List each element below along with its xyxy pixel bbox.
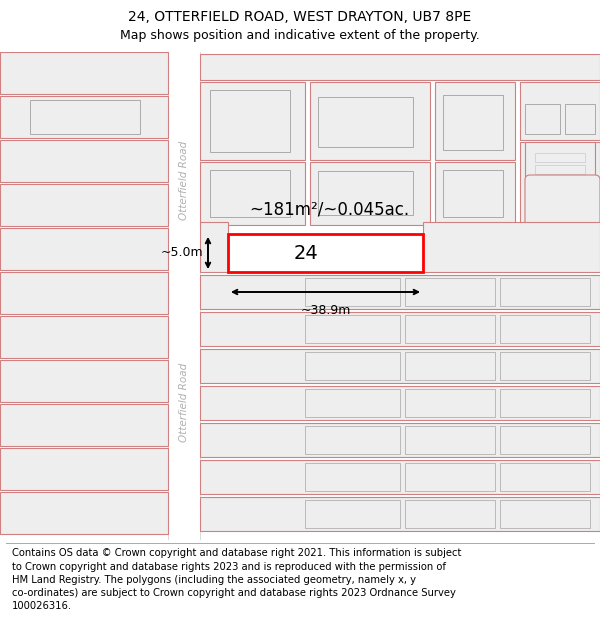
Text: Map shows position and indicative extent of the property.: Map shows position and indicative extent… bbox=[120, 29, 480, 42]
Bar bbox=[0, 360, 168, 402]
Bar bbox=[200, 312, 600, 346]
Bar bbox=[0, 404, 168, 446]
Bar bbox=[0, 272, 168, 314]
Bar bbox=[500, 315, 590, 343]
Bar bbox=[500, 352, 590, 380]
Bar bbox=[535, 201, 585, 210]
Text: ~181m²/~0.045ac.: ~181m²/~0.045ac. bbox=[250, 200, 409, 218]
Bar bbox=[200, 275, 600, 309]
Bar bbox=[405, 500, 495, 528]
Text: 24: 24 bbox=[293, 244, 319, 263]
Bar bbox=[565, 104, 595, 134]
Bar bbox=[200, 222, 228, 272]
Bar bbox=[405, 315, 495, 343]
Bar bbox=[535, 213, 585, 222]
Bar bbox=[520, 82, 600, 140]
Bar bbox=[535, 165, 585, 174]
Bar bbox=[405, 352, 495, 380]
Bar bbox=[305, 278, 400, 306]
Bar bbox=[443, 170, 503, 217]
Text: ~5.0m: ~5.0m bbox=[160, 246, 203, 259]
Bar bbox=[0, 316, 168, 358]
FancyBboxPatch shape bbox=[525, 175, 600, 265]
Bar bbox=[0, 96, 168, 138]
Bar bbox=[435, 82, 515, 160]
Text: Otterfield Road: Otterfield Road bbox=[179, 141, 189, 219]
Bar bbox=[535, 177, 585, 186]
Bar bbox=[200, 349, 600, 383]
Bar bbox=[435, 162, 515, 225]
Text: 24, OTTERFIELD ROAD, WEST DRAYTON, UB7 8PE: 24, OTTERFIELD ROAD, WEST DRAYTON, UB7 8… bbox=[128, 11, 472, 24]
Bar bbox=[500, 389, 590, 417]
Bar bbox=[525, 104, 560, 134]
Bar bbox=[405, 463, 495, 491]
Bar bbox=[405, 389, 495, 417]
Bar bbox=[0, 228, 168, 270]
Bar bbox=[30, 100, 140, 134]
Bar bbox=[200, 54, 600, 80]
Text: ~38.9m: ~38.9m bbox=[301, 304, 350, 317]
Bar bbox=[423, 222, 600, 272]
Bar bbox=[200, 460, 600, 494]
Bar bbox=[0, 184, 168, 226]
Bar bbox=[305, 500, 400, 528]
Bar bbox=[0, 492, 168, 534]
Bar bbox=[520, 142, 600, 225]
Bar bbox=[305, 463, 400, 491]
Bar bbox=[405, 426, 495, 454]
Bar bbox=[310, 162, 430, 225]
Bar bbox=[200, 82, 305, 160]
Bar bbox=[0, 52, 168, 94]
Bar bbox=[200, 497, 600, 531]
Bar bbox=[200, 423, 600, 457]
Bar bbox=[318, 97, 413, 147]
Bar bbox=[228, 234, 423, 272]
Bar bbox=[200, 386, 600, 420]
Bar bbox=[305, 426, 400, 454]
Bar bbox=[305, 315, 400, 343]
Bar bbox=[535, 153, 585, 162]
Text: Contains OS data © Crown copyright and database right 2021. This information is : Contains OS data © Crown copyright and d… bbox=[12, 549, 461, 611]
Bar bbox=[310, 82, 430, 160]
Bar bbox=[500, 426, 590, 454]
Bar bbox=[500, 500, 590, 528]
Bar bbox=[443, 95, 503, 150]
Bar bbox=[305, 352, 400, 380]
Text: Otterfield Road: Otterfield Road bbox=[179, 362, 189, 442]
Bar bbox=[0, 448, 168, 490]
Bar bbox=[305, 389, 400, 417]
Bar bbox=[210, 170, 290, 217]
Bar bbox=[210, 90, 290, 152]
Bar bbox=[500, 278, 590, 306]
Bar bbox=[318, 171, 413, 215]
Bar bbox=[500, 463, 590, 491]
Bar bbox=[535, 189, 585, 198]
Bar bbox=[405, 278, 495, 306]
Bar bbox=[200, 162, 305, 225]
Bar bbox=[0, 140, 168, 182]
Bar bbox=[525, 142, 595, 225]
